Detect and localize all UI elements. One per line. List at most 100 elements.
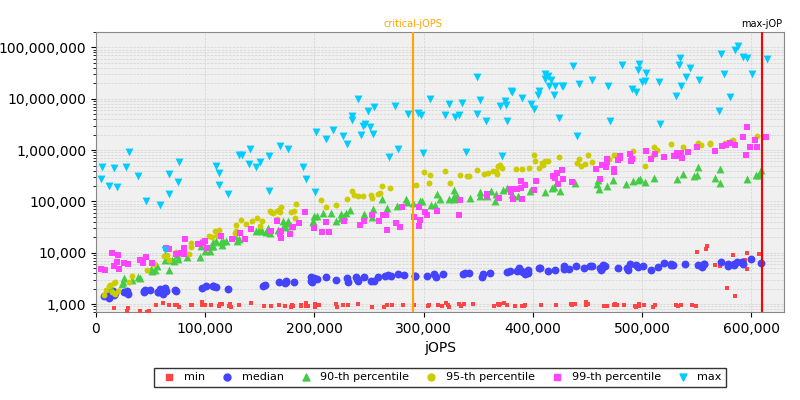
Point xyxy=(260,228,273,235)
Point xyxy=(134,308,146,315)
Point xyxy=(407,302,420,308)
Point xyxy=(286,224,299,230)
Point xyxy=(626,156,638,162)
Point xyxy=(193,254,206,261)
Point xyxy=(474,97,486,104)
Point xyxy=(109,278,122,285)
Point xyxy=(150,263,163,269)
Point xyxy=(449,114,462,120)
Point xyxy=(501,302,514,309)
Point xyxy=(630,304,642,310)
Point xyxy=(254,225,266,232)
Point xyxy=(216,242,229,248)
Point xyxy=(376,196,389,202)
Point xyxy=(493,195,506,201)
Point xyxy=(338,218,350,224)
Point xyxy=(122,291,134,297)
Point xyxy=(595,162,608,168)
Point xyxy=(357,193,370,199)
Point xyxy=(390,220,402,227)
Point xyxy=(608,302,621,309)
Point xyxy=(675,155,688,161)
Point xyxy=(517,268,530,275)
Point xyxy=(346,112,358,119)
Point xyxy=(162,191,175,197)
Point xyxy=(418,168,430,175)
Point xyxy=(599,164,612,170)
Point xyxy=(494,103,507,109)
Point xyxy=(696,264,709,270)
Point xyxy=(694,142,707,148)
Point xyxy=(519,181,532,188)
Point xyxy=(204,248,217,255)
Point xyxy=(549,175,562,181)
Point xyxy=(351,301,364,308)
Point xyxy=(714,166,726,172)
Point xyxy=(278,224,291,230)
Point xyxy=(674,54,686,61)
Point xyxy=(339,210,352,216)
Point xyxy=(423,179,436,186)
Point xyxy=(721,284,734,291)
Point xyxy=(557,176,570,183)
Point xyxy=(438,168,451,174)
Point xyxy=(265,208,278,215)
Point xyxy=(607,169,620,175)
Point xyxy=(271,227,284,234)
Point xyxy=(185,240,198,246)
Point xyxy=(210,284,222,290)
Point xyxy=(608,166,621,172)
Point xyxy=(435,303,448,309)
Point xyxy=(719,142,732,148)
Point xyxy=(482,170,494,176)
Point xyxy=(674,83,687,89)
Point xyxy=(478,171,490,177)
Point xyxy=(356,122,369,129)
Point xyxy=(698,261,710,268)
Point xyxy=(117,279,130,286)
Point xyxy=(432,302,445,308)
Point xyxy=(336,302,349,308)
Point xyxy=(544,76,557,83)
Point xyxy=(740,123,753,130)
Point xyxy=(315,197,328,204)
Point xyxy=(337,133,350,140)
Point xyxy=(397,302,410,308)
Point xyxy=(542,83,555,89)
Point xyxy=(284,209,297,215)
Point xyxy=(108,280,121,286)
Point xyxy=(522,270,534,276)
Point xyxy=(699,246,712,252)
Point xyxy=(608,302,621,308)
Point xyxy=(170,248,182,255)
Point xyxy=(307,275,320,281)
Point xyxy=(470,167,483,174)
Point xyxy=(553,115,566,122)
Point xyxy=(290,201,302,207)
Point xyxy=(293,220,306,227)
Point xyxy=(320,204,333,210)
Point xyxy=(414,198,426,204)
Point xyxy=(295,303,308,310)
Point xyxy=(579,302,592,309)
Point xyxy=(365,192,378,198)
Point xyxy=(136,260,149,266)
Point xyxy=(246,218,258,224)
Point xyxy=(515,303,528,309)
Point xyxy=(138,287,151,294)
Point xyxy=(410,182,422,189)
Point xyxy=(250,228,262,234)
Point xyxy=(721,263,734,269)
Point xyxy=(286,302,298,308)
Point xyxy=(542,72,554,79)
Point xyxy=(580,299,593,305)
Point xyxy=(278,222,290,228)
Point xyxy=(178,236,191,242)
Point xyxy=(213,227,226,233)
Point xyxy=(121,288,134,294)
Point xyxy=(104,285,117,291)
Point xyxy=(448,192,461,199)
Point xyxy=(649,302,662,308)
Point xyxy=(341,196,354,202)
Point xyxy=(669,151,682,157)
